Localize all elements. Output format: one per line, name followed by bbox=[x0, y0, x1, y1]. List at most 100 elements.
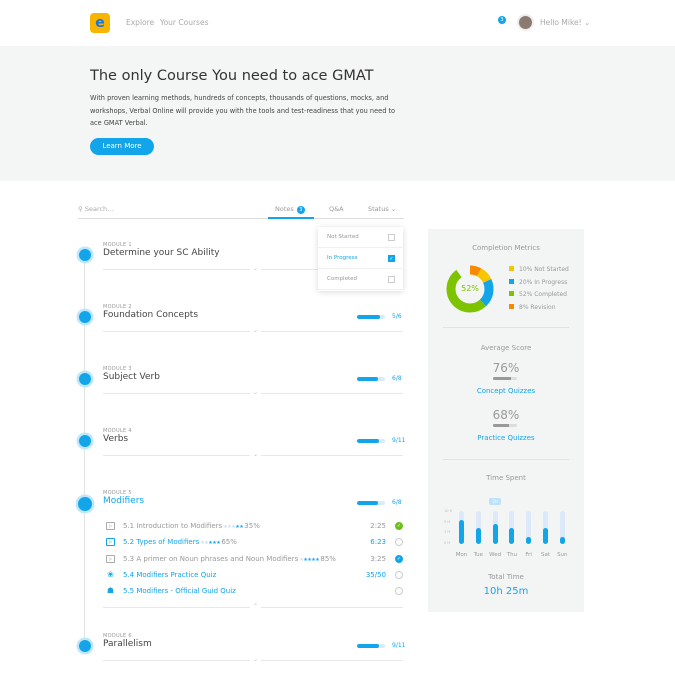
lesson-title-text: 5.2 Types of Modifiers bbox=[123, 538, 200, 547]
play-icon: ▷ bbox=[106, 538, 115, 547]
search-input[interactable]: ⚲ Search... bbox=[78, 205, 113, 213]
checkbox[interactable] bbox=[388, 276, 395, 283]
module-dot bbox=[78, 497, 92, 511]
module-dot bbox=[79, 435, 91, 447]
status-option-label: Completed bbox=[327, 276, 357, 282]
status-option[interactable]: Not Started bbox=[318, 227, 403, 248]
trophy-icon: ☗ bbox=[106, 586, 115, 596]
hero-title: The only Course You need to ace GMAT bbox=[90, 68, 374, 84]
module-label: MODULE 6 bbox=[103, 633, 132, 639]
learn-more-button[interactable]: Learn More bbox=[90, 138, 154, 155]
module-label: MODULE 4 bbox=[103, 428, 132, 434]
total-time-title: Total Time bbox=[488, 573, 524, 581]
metrics-panel: Completion Metrics 52% 10% Not Started 20… bbox=[428, 229, 584, 612]
donut-slice bbox=[446, 265, 494, 313]
bar-tue[interactable] bbox=[475, 528, 481, 544]
lesson-time: 35/50 bbox=[365, 570, 386, 579]
chevron-down-icon[interactable]: ⌄ bbox=[250, 327, 262, 334]
legend-label: 20% In Progress bbox=[519, 278, 568, 286]
lesson-title: 5.2 Types of Modifiers ★★★★★ 65% bbox=[123, 538, 237, 546]
lesson-title-text: 5.3 A primer on Noun phrases and Noun Mo… bbox=[123, 554, 299, 563]
nav-explore[interactable]: Explore bbox=[126, 18, 155, 27]
bar-sat[interactable] bbox=[543, 528, 548, 544]
bar-sun[interactable] bbox=[559, 536, 565, 544]
tab-qa[interactable]: Q&A bbox=[329, 205, 344, 213]
active-tab-indicator bbox=[268, 217, 314, 219]
logo[interactable]: e bbox=[90, 13, 110, 33]
tab-label: Notes bbox=[275, 205, 294, 213]
module-title[interactable]: Determine your SC Ability bbox=[103, 248, 220, 258]
module-title[interactable]: Modifiers bbox=[103, 496, 145, 506]
chevron-down-icon: ⌄ bbox=[584, 18, 591, 27]
module-title[interactable]: Subject Verb bbox=[103, 372, 160, 382]
checkbox[interactable] bbox=[388, 234, 395, 241]
lesson-row[interactable]: ▷ 5.1 Introduction to Modifiers ★★★★★ 35%… bbox=[106, 522, 404, 534]
status-option[interactable]: In Progress ✓ bbox=[318, 248, 403, 269]
bar-mon[interactable] bbox=[459, 519, 464, 544]
bar-track bbox=[475, 511, 481, 544]
module-title[interactable]: Verbs bbox=[103, 434, 129, 444]
divider bbox=[443, 459, 569, 460]
bar-wed[interactable] bbox=[492, 523, 498, 544]
bar-fri[interactable] bbox=[526, 536, 532, 544]
star-rating: ★★★★★ bbox=[223, 524, 245, 530]
module-count: 9/11 bbox=[392, 437, 406, 444]
completion-donut bbox=[446, 265, 494, 313]
status-dropdown: Not Started In Progress ✓ Completed bbox=[318, 227, 403, 291]
chevron-down-icon[interactable]: ⌄ bbox=[250, 389, 262, 396]
tab-status[interactable]: Status ⌄ bbox=[368, 205, 396, 213]
checkbox[interactable]: ✓ bbox=[388, 255, 395, 262]
lesson-time: 3:25 bbox=[370, 554, 386, 563]
time-spent-title: Time Spent bbox=[486, 474, 526, 482]
score-link[interactable]: Concept Quizzes bbox=[476, 387, 536, 395]
lesson-percent: 65% bbox=[221, 538, 237, 547]
lesson-percent: 35% bbox=[244, 522, 260, 530]
bar-track bbox=[526, 511, 532, 544]
module-title[interactable]: Parallelism bbox=[103, 639, 152, 649]
chevron-down-icon[interactable]: ⌄ bbox=[250, 656, 262, 663]
score-link[interactable]: Practice Quizzes bbox=[477, 434, 535, 442]
y-tick: 0 H bbox=[444, 540, 450, 545]
chevron-down-icon: ⌄ bbox=[390, 205, 397, 213]
chevron-down-icon[interactable]: ⌄ bbox=[250, 451, 262, 458]
completion-title: Completion Metrics bbox=[472, 244, 540, 252]
average-score-title: Average Score bbox=[480, 344, 532, 352]
module-progress-bar bbox=[357, 644, 385, 648]
module-count: 5/6 bbox=[392, 313, 402, 320]
lesson-row[interactable]: ☗ 5.5 Modifiers - Official Guid Quiz bbox=[106, 587, 404, 599]
status-check-icon: ✓ bbox=[395, 554, 403, 563]
x-tick: Fri bbox=[525, 552, 532, 558]
chevron-up-icon[interactable]: ⌃ bbox=[250, 603, 262, 610]
lesson-row[interactable]: ❀ 5.4 Modifiers Practice Quiz 35/50 bbox=[106, 570, 404, 583]
module-progress-bar bbox=[357, 315, 385, 319]
top-nav: e Explore Your Courses ♢ 3 Hello Mike! ⌄ bbox=[0, 0, 675, 46]
lesson-title-text: 5.5 Modifiers - Official Guid Quiz bbox=[123, 587, 236, 596]
hero-banner bbox=[0, 46, 675, 181]
lesson-row[interactable]: ▷ 5.2 Types of Modifiers ★★★★★ 65% 6:23 bbox=[106, 538, 404, 550]
x-tick: Sun bbox=[557, 552, 568, 558]
hero-description: With proven learning methods, hundreds o… bbox=[90, 94, 396, 127]
score-value: 68% bbox=[492, 408, 520, 422]
bar-track bbox=[509, 511, 515, 544]
legend-label: 10% Not Started bbox=[519, 266, 569, 273]
tab-notes[interactable]: Notes 3 bbox=[275, 205, 305, 214]
lesson-row[interactable]: ▷ 5.3 A primer on Noun phrases and Noun M… bbox=[106, 554, 404, 567]
bar-tooltip: 2H bbox=[489, 498, 501, 505]
divider bbox=[443, 327, 569, 328]
module-count: 6/8 bbox=[392, 499, 402, 506]
module-title[interactable]: Foundation Concepts bbox=[103, 310, 199, 320]
progress-fill bbox=[357, 377, 378, 381]
progress-fill bbox=[357, 315, 381, 319]
module-progress-bar bbox=[357, 377, 385, 381]
status-option-label: In Progress bbox=[327, 255, 358, 261]
legend-swatch bbox=[509, 266, 514, 271]
chevron-down-icon[interactable]: ⌄ bbox=[250, 265, 262, 272]
status-option[interactable]: Completed bbox=[318, 269, 403, 290]
user-menu[interactable]: Hello Mike! ⌄ bbox=[540, 18, 590, 27]
bar-thu[interactable] bbox=[509, 528, 515, 544]
module-label: MODULE 1 bbox=[103, 242, 132, 248]
toolbar-divider bbox=[78, 218, 404, 219]
module-label: MODULE 3 bbox=[103, 366, 132, 372]
avatar[interactable] bbox=[517, 14, 534, 31]
nav-your-courses[interactable]: Your Courses bbox=[160, 18, 209, 27]
